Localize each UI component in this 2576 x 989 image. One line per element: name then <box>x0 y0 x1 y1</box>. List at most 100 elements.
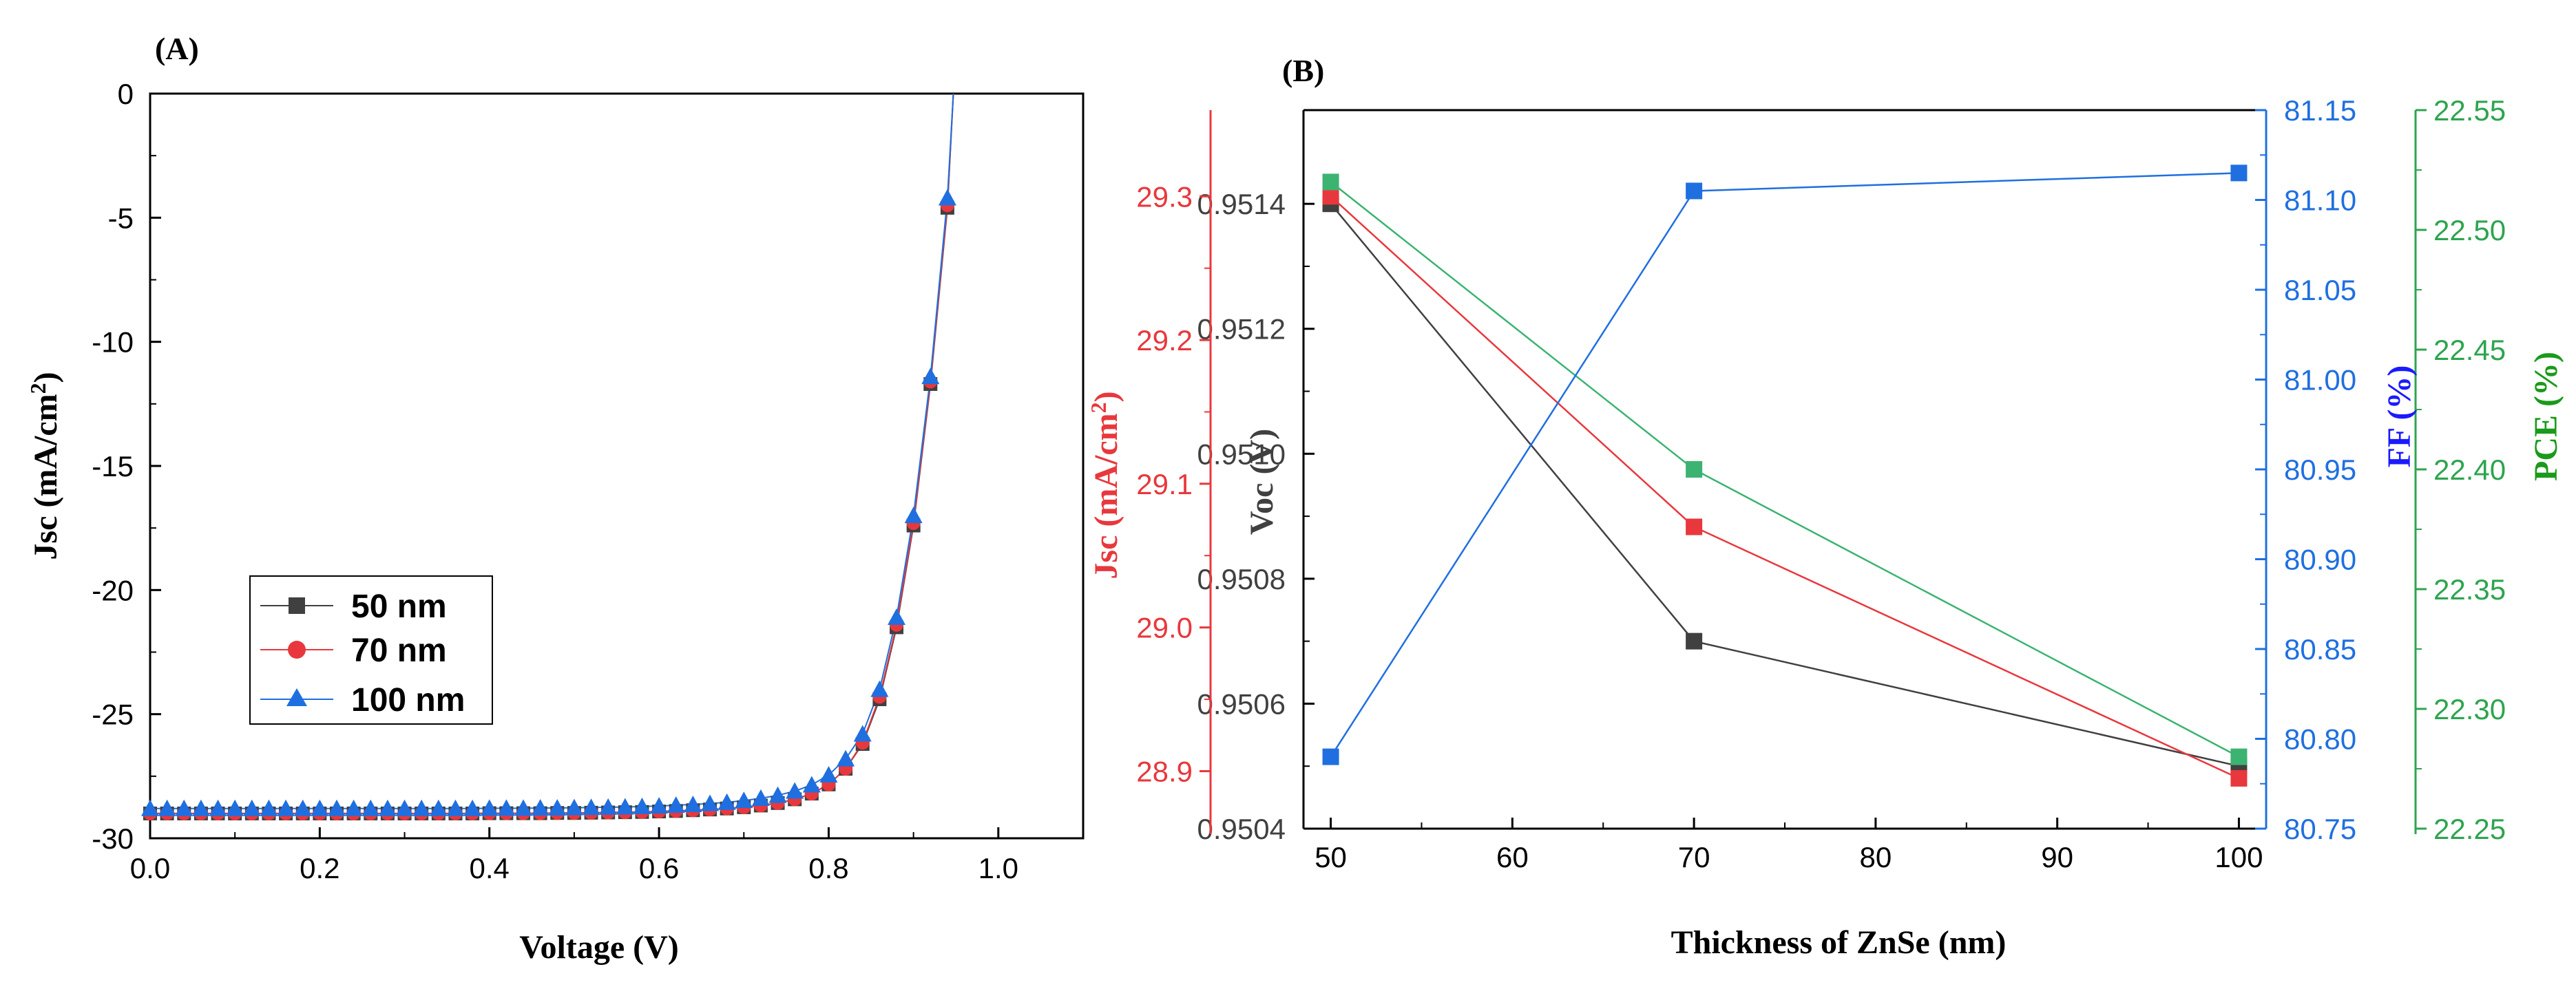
series-markers-100nm <box>141 189 956 816</box>
y-axis-title-voc: Voc (V) <box>1244 429 1280 535</box>
y-axis-title-jsc: Jsc (mA/cm2) <box>1086 391 1124 579</box>
y-tick-label-pce: 22.25 <box>2433 813 2506 845</box>
data-point <box>344 799 363 816</box>
y-tick-label-pce: 22.55 <box>2433 94 2506 127</box>
legend-marker-triangle <box>286 688 307 706</box>
y-tick-label-jsc: 29.1 <box>1136 468 1193 500</box>
y-tick-label-voc: 0.9514 <box>1197 188 1286 220</box>
y-tick-label-jsc: 29.2 <box>1136 324 1193 357</box>
data-point <box>565 798 583 816</box>
y-tick-label-voc: 0.9508 <box>1197 563 1286 595</box>
data-point <box>768 786 787 803</box>
data-point <box>141 799 159 816</box>
data-point <box>599 798 618 815</box>
data-point <box>718 793 736 810</box>
data-point <box>1322 188 1339 205</box>
series-markers-jsc <box>1322 188 2248 787</box>
series-line-ff <box>1330 172 2239 758</box>
y-tick-label-a: 0 <box>118 78 134 110</box>
data-point <box>1686 632 1703 650</box>
x-tick-label-a: 0.0 <box>130 852 170 884</box>
series-markers-70nm <box>143 198 954 820</box>
y-axis-title-a: Jsc (mA/cm2) <box>25 372 64 560</box>
y-tick-label-jsc: 28.9 <box>1136 755 1193 787</box>
x-tick-label-b: 50 <box>1315 841 1347 873</box>
data-point <box>175 799 193 816</box>
data-point <box>209 799 227 816</box>
data-point <box>277 799 295 816</box>
y-axis-title-pce: PCE (%) <box>2528 352 2564 481</box>
data-point <box>311 799 329 816</box>
data-point <box>497 799 516 816</box>
y-tick-label-ff: 81.10 <box>2284 184 2356 217</box>
y-tick-label-pce: 22.30 <box>2433 693 2506 725</box>
x-tick-label-b: 60 <box>1496 841 1529 873</box>
data-point <box>616 798 634 815</box>
legend-a: 50 nm 70 nm 100 nm <box>249 575 493 725</box>
data-point <box>582 798 600 816</box>
y-tick-label-pce: 22.45 <box>2433 334 2506 366</box>
legend-marker-square <box>289 597 305 614</box>
data-point <box>260 799 278 816</box>
data-point <box>1686 518 1703 535</box>
thickness-panel: 50 60 70 80 90 100 0.9504 0.9506 0.9508 0.9510 0.9… <box>1086 94 2564 961</box>
data-point <box>2230 748 2248 765</box>
y-tick-label-a: -20 <box>92 574 134 606</box>
y-tick-label-jsc: 29.0 <box>1136 612 1193 644</box>
y-tick-label-ff: 80.80 <box>2284 723 2356 756</box>
data-point <box>2230 164 2248 182</box>
legend-marker-circle <box>288 641 306 659</box>
data-point <box>242 799 261 816</box>
x-tick-label-b: 80 <box>1860 841 1892 873</box>
data-point <box>837 749 855 767</box>
data-point <box>1686 461 1703 478</box>
legend-label: 50 nm <box>351 588 447 625</box>
y-tick-label-ff: 81.05 <box>2284 274 2356 306</box>
series-markers-50nm <box>143 200 954 820</box>
x-axis-title-a: Voltage (V) <box>519 929 679 966</box>
y-tick-label-a: -25 <box>92 699 134 731</box>
data-point <box>735 791 753 809</box>
data-point <box>548 798 567 816</box>
data-point <box>786 782 804 799</box>
series-b <box>1322 164 2248 787</box>
legend-item-70nm: 70 nm <box>260 632 447 669</box>
axes-a: 0.0 0.2 0.4 0.6 0.8 1.0 0 -5 -10 -15 -20 -25 -30 <box>92 78 1084 884</box>
data-point <box>819 766 838 783</box>
legend-label: 100 nm <box>351 682 465 719</box>
data-point <box>2230 769 2248 787</box>
data-point <box>1322 748 1339 765</box>
data-point <box>328 799 346 816</box>
y-tick-label-ff: 81.00 <box>2284 364 2356 396</box>
data-point <box>1322 173 1339 191</box>
data-point <box>362 799 380 816</box>
y-tick-label-pce: 22.50 <box>2433 214 2506 246</box>
y-tick-label-ff: 80.95 <box>2284 454 2356 486</box>
data-point <box>888 608 905 626</box>
data-point <box>1686 182 1703 200</box>
x-tick-label-a: 0.6 <box>639 852 679 884</box>
data-point <box>191 799 210 816</box>
data-point <box>480 799 499 816</box>
x-tick-label-a: 0.4 <box>470 852 510 884</box>
data-point <box>650 797 669 814</box>
x-tick-label-a: 1.0 <box>978 852 1018 884</box>
x-tick-label-b: 70 <box>1678 841 1710 873</box>
y-tick-label-a: -30 <box>92 822 134 855</box>
x-tick-label-a: 0.8 <box>808 852 848 884</box>
data-point <box>633 797 651 814</box>
x-tick-label-a: 0.2 <box>300 852 339 884</box>
data-point <box>463 799 482 816</box>
y-tick-label-voc: 0.9504 <box>1197 813 1286 845</box>
data-point <box>226 799 244 816</box>
data-point <box>378 799 397 816</box>
y-tick-label-jsc: 29.3 <box>1136 180 1193 213</box>
y-tick-label-ff: 80.90 <box>2284 544 2356 576</box>
jv-curve-panel: 0.0 0.2 0.4 0.6 0.8 1.0 0 -5 -10 -15 -20 -25 -30 Vol… <box>25 78 1085 966</box>
y-tick-label-ff: 80.75 <box>2284 813 2356 845</box>
data-point <box>921 368 940 385</box>
data-point <box>802 776 821 793</box>
legend-label: 70 nm <box>351 632 447 669</box>
data-point <box>429 799 448 816</box>
